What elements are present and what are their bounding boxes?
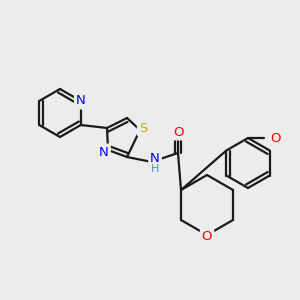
Text: H: H bbox=[151, 164, 159, 174]
Text: N: N bbox=[99, 146, 109, 158]
Text: O: O bbox=[270, 131, 280, 145]
Text: S: S bbox=[139, 122, 147, 134]
Text: N: N bbox=[76, 94, 86, 107]
Text: N: N bbox=[150, 152, 160, 166]
Text: O: O bbox=[173, 125, 183, 139]
Text: O: O bbox=[202, 230, 212, 244]
